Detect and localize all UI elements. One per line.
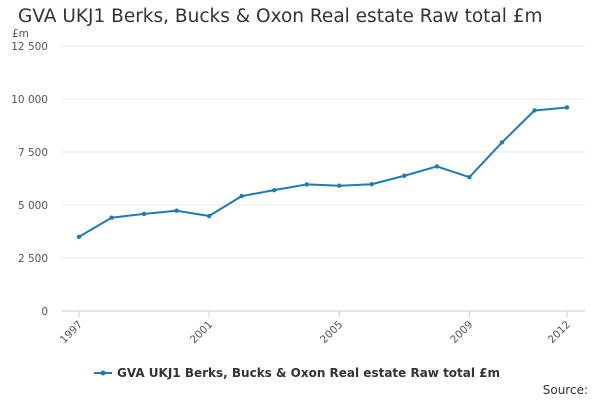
- legend-item-label[interactable]: GVA UKJ1 Berks, Bucks & Oxon Real estate…: [117, 366, 500, 380]
- legend-dot-marker: [100, 370, 106, 376]
- x-tick-label: 2009: [448, 319, 475, 346]
- data-point[interactable]: [206, 213, 212, 219]
- y-tick-label: 0: [41, 306, 48, 318]
- data-point[interactable]: [272, 187, 277, 193]
- data-point[interactable]: [174, 208, 179, 213]
- data-point[interactable]: [499, 140, 505, 145]
- data-point[interactable]: [76, 234, 82, 239]
- chart-title: GVA UKJ1 Berks, Bucks & Oxon Real estate…: [18, 6, 543, 27]
- data-point[interactable]: [564, 105, 570, 110]
- y-tick-label: 5 000: [18, 200, 48, 212]
- x-tick-label: 1997: [58, 319, 85, 346]
- data-point[interactable]: [109, 215, 114, 220]
- data-point[interactable]: [402, 173, 407, 178]
- data-point[interactable]: [532, 108, 537, 113]
- y-axis-unit-label: £m: [12, 28, 29, 40]
- y-axis: 0 2 500 5 000 7 500 10 000 12 500: [11, 41, 48, 318]
- grid: [62, 45, 585, 259]
- data-point[interactable]: [467, 175, 472, 180]
- data-point[interactable]: [141, 211, 147, 217]
- source-label: Source:: [543, 383, 588, 397]
- x-axis: 1997 2001 2005 2009 2012: [58, 310, 585, 346]
- x-tick-label: 2001: [188, 319, 215, 346]
- y-tick-label: 7 500: [18, 147, 48, 159]
- y-tick-label: 12 500: [11, 41, 48, 53]
- data-point[interactable]: [239, 193, 244, 199]
- x-tick-label: 2005: [318, 319, 345, 346]
- y-tick-label: 10 000: [11, 94, 48, 106]
- y-tick-label: 2 500: [18, 253, 48, 265]
- data-point[interactable]: [337, 183, 342, 188]
- data-point[interactable]: [369, 182, 374, 187]
- series-layer: [76, 105, 570, 239]
- series-line: [78, 106, 568, 238]
- x-tick-label: 2012: [546, 319, 573, 346]
- legend[interactable]: GVA UKJ1 Berks, Bucks & Oxon Real estate…: [94, 366, 500, 380]
- data-point[interactable]: [434, 164, 440, 169]
- data-point[interactable]: [304, 182, 309, 187]
